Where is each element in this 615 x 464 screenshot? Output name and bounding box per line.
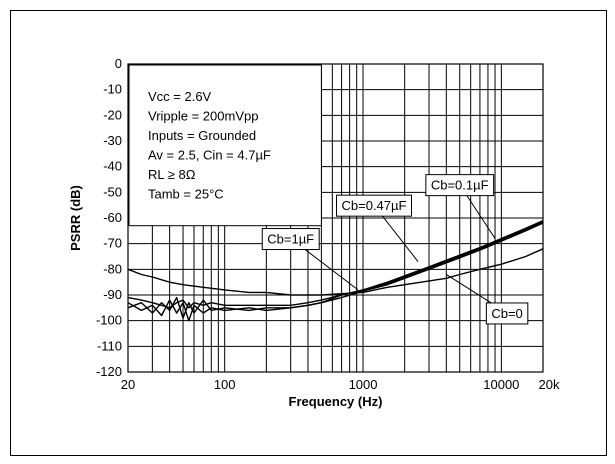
y-tick-label: -10	[103, 82, 122, 97]
x-tick-label: 1000	[349, 377, 378, 392]
series-layer	[127, 219, 544, 322]
x-tick-label: 10000	[483, 377, 519, 392]
y-tick-label: -70	[103, 236, 122, 251]
x-tick-label: 100	[214, 377, 236, 392]
y-tick-label: -30	[103, 133, 122, 148]
series-line	[127, 248, 544, 296]
series-label-text: Cb=0.47µF	[342, 198, 407, 213]
series-label: Cb=0	[485, 302, 529, 325]
y-tick-label: -60	[103, 210, 122, 225]
x-tick-label: 20k	[539, 377, 560, 392]
condition-line: RL ≥ 8Ω	[148, 167, 196, 182]
condition-line: Av = 2.5, Cin = 4.7µF	[148, 148, 271, 163]
y-tick-label: -120	[96, 364, 122, 379]
y-tick-label: -80	[103, 261, 122, 276]
y-tick-label: -20	[103, 107, 122, 122]
series-label-text: Cb=0	[491, 306, 522, 321]
condition-line: Vcc = 2.6V	[148, 89, 212, 104]
condition-line: Vripple = 200mVpp	[148, 109, 258, 124]
y-axis-title: PSRR (dB)	[68, 185, 83, 251]
series-label-text: Cb=1µF	[267, 232, 314, 247]
y-tick-label: 0	[115, 56, 122, 71]
plot-border	[127, 63, 544, 373]
series-labels: Cb=0 Cb=0.1µF Cb=0.47µF Cb=1µF	[261, 174, 529, 325]
x-tick-label: 20	[121, 377, 135, 392]
series-line	[127, 221, 544, 322]
tick-labels: 0 -10 -20 -30 -40 -50 -60 -70 -80 -90 -100 -110 -120…	[96, 56, 560, 392]
y-tick-label: -40	[103, 159, 122, 174]
y-tick-label: -90	[103, 287, 122, 302]
figure-frame	[10, 10, 607, 456]
series-line	[127, 222, 544, 319]
condition-line: Inputs = Grounded	[148, 128, 256, 143]
series-label: Cb=1µF	[261, 228, 320, 251]
y-tick-label: -100	[96, 313, 122, 328]
y-tick-label: -110	[97, 338, 122, 353]
series-label: Cb=0.1µF	[425, 174, 495, 197]
series-label-box	[261, 228, 320, 251]
series-label: Cb=0.47µF	[336, 194, 413, 217]
series-label-box	[336, 194, 413, 217]
series-label-text: Cb=0.1µF	[431, 178, 489, 193]
x-axis-title: Frequency (Hz)	[289, 394, 383, 409]
conditions-text: Vcc = 2.6V Vripple = 200mVpp Inputs = Grou…	[148, 89, 271, 202]
series-label-box	[485, 302, 529, 325]
series-label-box	[425, 174, 495, 197]
condition-line: Tamb = 25°C	[148, 187, 224, 202]
y-tick-label: -50	[103, 184, 122, 199]
conditions-box	[128, 64, 322, 227]
